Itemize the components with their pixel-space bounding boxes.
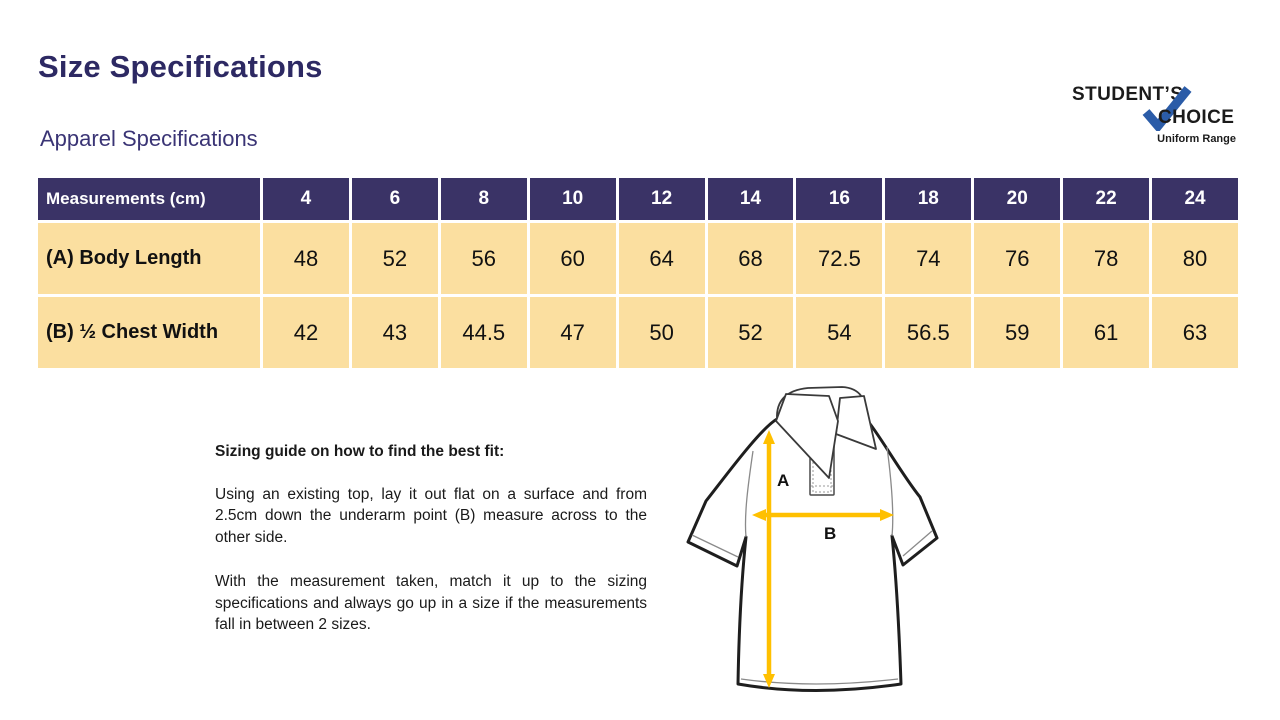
- value-cell: 43: [351, 297, 438, 368]
- logo-choice-text: CHOICE: [1158, 107, 1235, 128]
- sizing-guide-paragraph-2: With the measurement taken, match it up …: [215, 573, 647, 633]
- header-cell-measurements: Measurements (cm): [38, 178, 260, 220]
- sizing-guide: Sizing guide on how to find the best fit…: [215, 441, 647, 659]
- header-cell-size: 12: [618, 178, 705, 220]
- value-cell: 72.5: [796, 223, 883, 294]
- value-cell: 56.5: [885, 297, 972, 368]
- value-cell: 44.5: [440, 297, 527, 368]
- value-cell: 42: [263, 297, 349, 368]
- value-cell: 52: [351, 223, 438, 294]
- value-cell: 78: [1063, 223, 1150, 294]
- header-cell-size: 14: [707, 178, 794, 220]
- value-cell: 48: [263, 223, 349, 294]
- value-cell: 64: [618, 223, 705, 294]
- sizing-guide-heading: Sizing guide on how to find the best fit…: [215, 443, 505, 460]
- header-cell-size: 24: [1152, 178, 1238, 220]
- value-cell: 56: [440, 223, 527, 294]
- label-a: A: [777, 471, 789, 490]
- value-cell: 50: [618, 297, 705, 368]
- width-arrow-b: [752, 509, 894, 521]
- header-cell-size: 22: [1063, 178, 1150, 220]
- value-cell: 59: [974, 297, 1061, 368]
- length-arrow-a: [763, 430, 775, 688]
- label-b: B: [824, 524, 836, 543]
- students-choice-logo: STUDENT’S CHOICE Uniform Range: [1072, 84, 1236, 148]
- right-cuff-seam: [902, 530, 933, 557]
- value-cell: 61: [1063, 297, 1150, 368]
- right-body-seam: [886, 446, 894, 537]
- polo-shirt-diagram: A B: [686, 386, 939, 692]
- logo-students-text: STUDENT’S: [1072, 84, 1184, 105]
- hem-seam: [740, 678, 899, 685]
- row-label: (B) ½ Chest Width: [38, 297, 260, 368]
- value-cell: 54: [796, 297, 883, 368]
- value-cell: 68: [707, 223, 794, 294]
- value-cell: 60: [529, 223, 616, 294]
- checkmark-icon: [1142, 86, 1192, 131]
- size-table: Measurements (cm) 4 6 8 10 12 14 16 18 20 22 24 (A) …: [38, 178, 1238, 368]
- value-cell: 74: [885, 223, 972, 294]
- header-cell-size: 18: [885, 178, 972, 220]
- header-cell-size: 16: [796, 178, 883, 220]
- left-cuff-seam: [691, 534, 739, 558]
- header-cell-size: 4: [263, 178, 349, 220]
- header-cell-size: 20: [974, 178, 1061, 220]
- left-body-seam: [744, 450, 754, 538]
- value-cell: 52: [707, 297, 794, 368]
- value-cell: 80: [1152, 223, 1238, 294]
- sizing-guide-paragraph-1: Using an existing top, lay it out flat o…: [215, 485, 647, 546]
- value-cell: 47: [529, 297, 616, 368]
- value-cell: 63: [1152, 297, 1238, 368]
- logo-tagline: Uniform Range: [1157, 133, 1236, 145]
- shirt-outline: [686, 417, 939, 692]
- value-cell: 76: [974, 223, 1061, 294]
- header-cell-size: 10: [529, 178, 616, 220]
- page-subtitle: Apparel Specifications: [40, 126, 258, 151]
- header-cell-size: 8: [440, 178, 527, 220]
- row-label: (A) Body Length: [38, 223, 260, 294]
- header-cell-size: 6: [351, 178, 438, 220]
- collar-left-leaf: [775, 393, 839, 479]
- page-title: Size Specifications: [38, 49, 323, 84]
